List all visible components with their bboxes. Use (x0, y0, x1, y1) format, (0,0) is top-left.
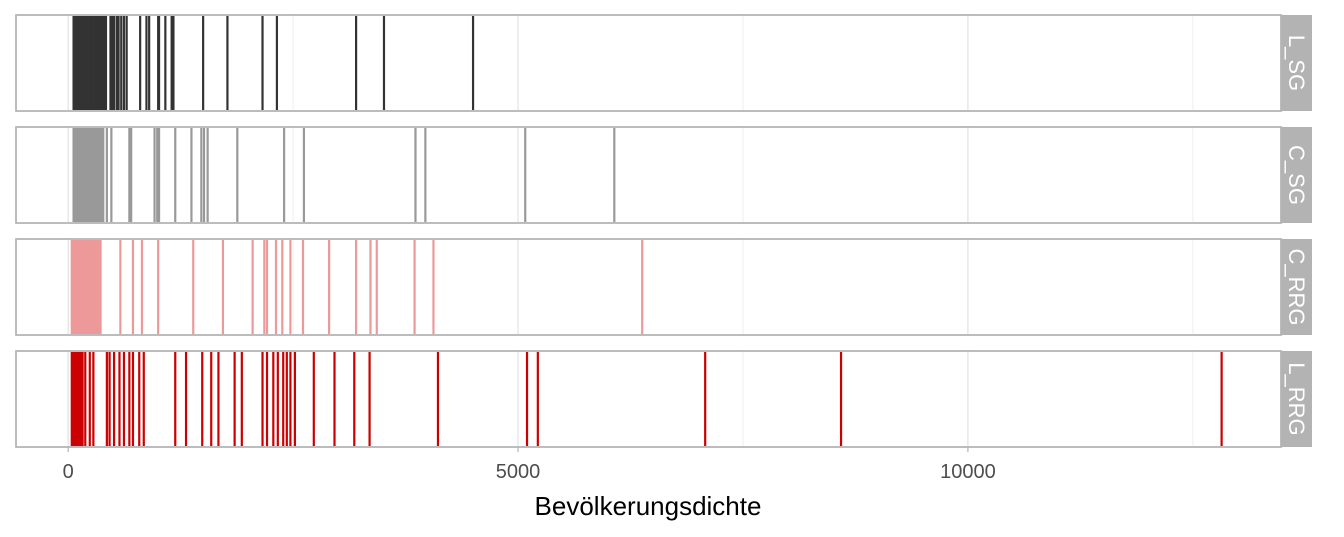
x-tick-label: 5000 (496, 461, 541, 483)
x-tick-label: 10000 (940, 461, 996, 483)
facet-strip-label: C_SG (1284, 145, 1309, 205)
panel-L_SG: L_SG (15, 14, 1312, 112)
panel-L_RRG: L_RRG (15, 350, 1312, 448)
facet-strip (1281, 351, 1312, 447)
facet-strip-label: L_RRG (1284, 362, 1309, 435)
facet-strip (1281, 239, 1312, 335)
x-axis: 0 5000 10000 (63, 447, 996, 483)
panel-C_RRG: C_RRG (15, 238, 1312, 336)
x-tick-label: 0 (63, 461, 74, 483)
facet-strip-label: L_SG (1284, 35, 1309, 91)
facet-strip-label: C_RRG (1284, 248, 1309, 325)
panel-C_SG: C_SG (15, 126, 1312, 224)
panel-background (15, 126, 1282, 224)
panel-background (15, 350, 1282, 448)
panels: L_SG C_SG C_RRG L_RRG (15, 14, 1312, 448)
facet-strip (1281, 15, 1312, 111)
x-axis-title: Bevölkerungsdichte (535, 491, 762, 521)
panel-background (15, 14, 1282, 112)
panel-background (15, 238, 1282, 336)
facet-strip (1281, 127, 1312, 223)
